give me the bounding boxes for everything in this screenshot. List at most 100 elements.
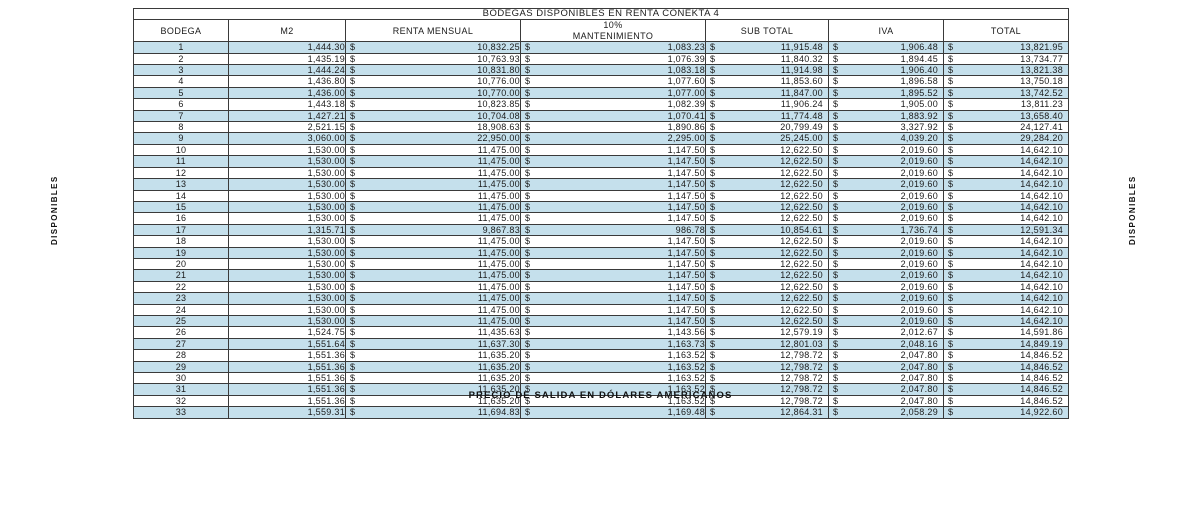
cell-value: 13,821.38 — [1020, 65, 1064, 76]
table-row: 28 1,551.36 $11,635.20 $1,163.52 $12,798.72 $… — [133, 349, 1070, 362]
cell-value: 1,736.74 — [900, 224, 938, 235]
currency-symbol: $ — [833, 42, 839, 53]
cell-m2: 1,530.00 — [228, 257, 346, 271]
currency-symbol: $ — [710, 201, 716, 212]
currency-symbol: $ — [525, 144, 531, 155]
cell-value: 11,853.60 — [780, 76, 823, 87]
currency-symbol: $ — [948, 407, 954, 418]
cell-value: 14,642.10 — [1020, 281, 1064, 292]
currency-symbol: $ — [948, 99, 954, 110]
currency-symbol: $ — [833, 350, 839, 361]
currency-symbol: $ — [350, 65, 356, 76]
column-header-total: TOTAL — [942, 19, 1070, 43]
currency-symbol: $ — [948, 179, 954, 190]
cell-value: 1,147.50 — [667, 304, 705, 315]
cell-bodega: 1 — [133, 41, 229, 54]
cell-bodega: 32 — [133, 394, 229, 408]
currency-symbol: $ — [350, 167, 356, 178]
currency-symbol: $ — [710, 407, 716, 418]
price-table-container: BODEGAS DISPONIBLES EN RENTA CONEKTA 4 B… — [132, 7, 1070, 419]
cell-renta-mensual: $11,475.00 — [345, 212, 521, 225]
cell-bodega: 26 — [133, 326, 229, 339]
column-header-sub-total: SUB TOTAL — [705, 19, 829, 43]
table-row: 32 1,551.36 $11,635.20 $1,163.52 $12,798.72 $… — [133, 394, 1070, 408]
cell-renta-mensual: $11,435.63 — [345, 326, 521, 339]
currency-symbol: $ — [710, 315, 716, 326]
cell-bodega: 2 — [133, 52, 229, 66]
currency-symbol: $ — [833, 190, 839, 201]
column-header-mantenimiento: 10% MANTENIMIENTO — [520, 19, 706, 43]
cell-iva: $2,019.60 — [828, 314, 944, 328]
cell-value: 25,245.00 — [780, 133, 823, 144]
cell-iva: $2,012.67 — [828, 326, 944, 339]
cell-total: $14,922.60 — [942, 406, 1070, 419]
cell-mantenimiento: $1,147.50 — [520, 314, 706, 328]
currency-symbol: $ — [710, 270, 716, 281]
cell-value: 1,147.50 — [667, 281, 705, 292]
currency-symbol: $ — [525, 373, 531, 383]
currency-symbol: $ — [833, 179, 839, 190]
cell-value: 11,475.00 — [477, 315, 520, 326]
cell-renta-mensual: $11,635.20 — [345, 349, 521, 362]
cell-bodega: 23 — [133, 292, 229, 305]
cell-total: $14,642.10 — [942, 246, 1070, 259]
cell-total: $14,642.10 — [942, 280, 1070, 294]
cell-value: 1,147.50 — [667, 315, 705, 326]
cell-value: 12,622.50 — [780, 293, 823, 304]
cell-value: 24,127.41 — [1020, 122, 1064, 133]
cell-sub-total: $12,622.50 — [705, 155, 829, 168]
cell-iva: $2,047.80 — [828, 371, 944, 385]
cell-value: 10,832.25 — [477, 42, 520, 53]
cell-value: 11,475.00 — [477, 179, 520, 190]
cell-value: 2,019.60 — [900, 144, 938, 155]
currency-symbol: $ — [710, 156, 716, 167]
cell-value: 1,883.92 — [900, 110, 938, 121]
cell-iva: $2,048.16 — [828, 337, 944, 351]
currency-symbol: $ — [948, 327, 954, 338]
cell-total: $14,642.10 — [942, 303, 1070, 316]
cell-value: 29,284.20 — [1020, 133, 1064, 144]
cell-total: $14,642.10 — [942, 189, 1070, 202]
cell-value: 1,147.50 — [667, 213, 705, 224]
cell-value: 1,894.45 — [900, 53, 938, 64]
cell-sub-total: $12,622.50 — [705, 269, 829, 282]
currency-symbol: $ — [350, 122, 356, 133]
currency-symbol: $ — [948, 224, 954, 235]
cell-value: 12,622.50 — [780, 304, 823, 315]
cell-value: 11,475.00 — [477, 167, 520, 178]
cell-m2: 1,530.00 — [228, 280, 346, 294]
cell-value: 12,798.72 — [780, 384, 823, 395]
cell-value: 14,642.10 — [1020, 179, 1064, 190]
table-row: 5 1,436.00 $10,770.00 $1,077.00 $11,847.00 $1… — [133, 86, 1070, 100]
currency-symbol: $ — [833, 247, 839, 258]
cell-mantenimiento: $1,077.60 — [520, 75, 706, 88]
cell-value: 14,642.10 — [1020, 156, 1064, 167]
cell-mantenimiento: $1,163.52 — [520, 360, 706, 374]
cell-sub-total: $11,853.60 — [705, 75, 829, 88]
table-row: 7 1,427.21 $10,704.08 $1,070.41 $11,774.48 $1… — [133, 109, 1070, 123]
table-row: 16 1,530.00 $11,475.00 $1,147.50 $12,622.50 $… — [133, 212, 1070, 225]
cell-m2: 1,551.36 — [228, 371, 346, 385]
currency-symbol: $ — [525, 361, 531, 372]
cell-sub-total: $12,622.50 — [705, 314, 829, 328]
cell-iva: $1,905.00 — [828, 98, 944, 111]
cell-total: $13,658.40 — [942, 109, 1070, 123]
currency-symbol: $ — [350, 190, 356, 201]
cell-renta-mensual: $11,475.00 — [345, 314, 521, 328]
currency-symbol: $ — [350, 224, 356, 235]
cell-total: $14,642.10 — [942, 212, 1070, 225]
cell-renta-mensual: $11,475.00 — [345, 257, 521, 271]
cell-total: $13,734.77 — [942, 52, 1070, 66]
column-header-renta-mensual: RENTA MENSUAL — [345, 19, 521, 43]
cell-value: 1,169.48 — [667, 407, 705, 418]
currency-symbol: $ — [710, 144, 716, 155]
cell-value: 12,579.19 — [780, 327, 823, 338]
currency-symbol: $ — [710, 224, 716, 235]
column-header-mantenimiento-label-1: 10% — [603, 20, 623, 31]
currency-symbol: $ — [833, 144, 839, 155]
cell-total: $14,642.10 — [942, 166, 1070, 180]
cell-value: 10,763.93 — [477, 53, 520, 64]
cell-iva: $2,019.60 — [828, 292, 944, 305]
currency-symbol: $ — [948, 110, 954, 121]
cell-iva: $1,906.48 — [828, 41, 944, 54]
